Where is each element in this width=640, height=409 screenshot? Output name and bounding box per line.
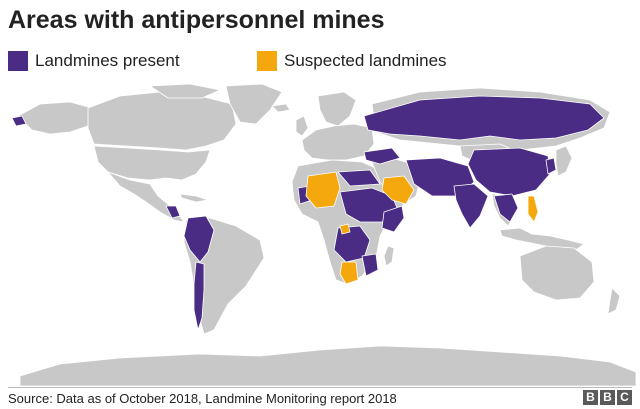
source-note: Source: Data as of October 2018, Landmin…: [8, 391, 397, 406]
mine-area-andes-north: [183, 215, 215, 263]
logo-letter-c: C: [617, 390, 632, 405]
legend-item-suspected-landmines: Suspected landmines: [257, 48, 447, 74]
landmines-present-areas: [11, 95, 605, 331]
new-zealand-land: [607, 287, 621, 315]
mine-area-china: [467, 147, 551, 197]
mine-area-russia-west: [363, 95, 605, 141]
mine-area-southern-africa: [361, 253, 379, 277]
mine-area-north-africa: [337, 169, 381, 187]
scandinavia-land: [317, 91, 357, 127]
caribbean-land: [179, 193, 209, 203]
arctic-islands-land: [149, 84, 221, 99]
bbc-logo: B B C: [583, 390, 632, 405]
canada-land: [87, 91, 237, 151]
mine-area-aleutian: [11, 115, 27, 127]
alaska-land: [17, 101, 93, 135]
legend-label: Suspected landmines: [284, 51, 447, 70]
legend-item-landmines-present: Landmines present: [8, 48, 180, 74]
mine-area-horn: [381, 205, 405, 233]
mexico-land: [107, 171, 185, 223]
footer-divider: [8, 387, 632, 388]
world-map: [11, 84, 637, 386]
mine-area-central-america: [165, 205, 181, 219]
chart-title: Areas with antipersonnel mines: [8, 6, 385, 34]
australia-land: [519, 245, 595, 301]
suspected-area-philippines: [527, 195, 539, 223]
uk-land: [295, 115, 309, 137]
legend-label: Landmines present: [35, 51, 180, 70]
madagascar-land: [383, 245, 395, 267]
suspected-landmines-areas: [305, 171, 539, 285]
logo-letter-b2: B: [600, 390, 615, 405]
europe-land: [301, 123, 375, 161]
suspected-area-central-africa: [339, 223, 351, 235]
antarctica-land: [19, 345, 637, 386]
legend-swatch-orange: [257, 51, 277, 71]
greenland-land: [225, 84, 283, 125]
mine-area-indochina: [493, 193, 519, 223]
japan-land: [555, 145, 573, 177]
iceland-land: [271, 103, 291, 113]
logo-letter-b1: B: [583, 390, 598, 405]
legend-swatch-purple: [8, 51, 28, 71]
suspected-area-arabia: [381, 175, 415, 205]
indonesia-land: [499, 227, 585, 251]
mine-area-korea: [545, 157, 557, 175]
suspected-area-sahara: [305, 171, 341, 209]
suspected-area-namibia: [339, 261, 359, 285]
mine-area-turkey: [363, 147, 401, 165]
mine-area-chile: [193, 261, 205, 331]
legend: Landmines present Suspected landmines: [0, 48, 640, 76]
mine-area-india: [453, 183, 489, 229]
